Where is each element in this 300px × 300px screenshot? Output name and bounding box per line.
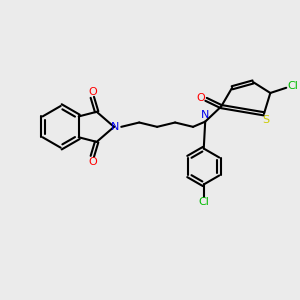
Text: N: N: [201, 110, 209, 120]
Text: Cl: Cl: [287, 81, 298, 91]
Text: O: O: [88, 86, 97, 97]
Text: N: N: [110, 122, 119, 132]
Text: Cl: Cl: [198, 197, 209, 207]
Text: O: O: [196, 93, 205, 103]
Text: S: S: [262, 115, 269, 124]
Text: O: O: [88, 157, 97, 167]
